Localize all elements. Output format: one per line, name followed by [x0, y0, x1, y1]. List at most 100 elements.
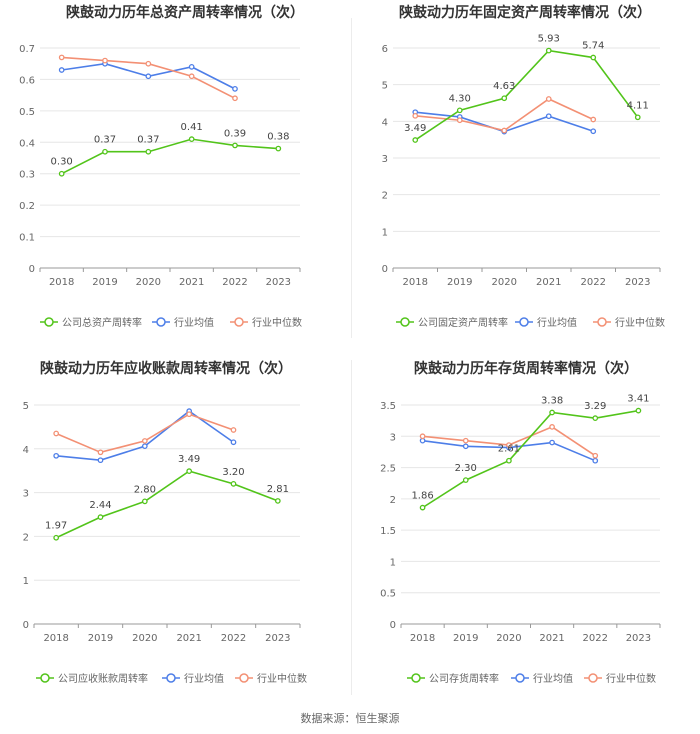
- legend-marker-industry-avg: [515, 673, 525, 683]
- data-label: 3.38: [541, 396, 563, 407]
- data-label: 5.74: [582, 41, 604, 52]
- y-tick-label: 5: [382, 81, 388, 92]
- data-point-industry_median: [188, 73, 195, 80]
- legend-marker-industry-avg: [166, 673, 176, 683]
- y-tick-label: 0.6: [19, 75, 35, 86]
- data-point-industry_median: [545, 96, 552, 102]
- data-label: 3.49: [178, 454, 200, 465]
- data-point-industry_avg: [549, 439, 555, 446]
- x-tick-label: 2018: [403, 277, 428, 288]
- y-tick-label: 0: [29, 264, 35, 275]
- data-label: 3.41: [627, 394, 649, 405]
- data-point-industry_avg: [230, 439, 237, 446]
- series-line-company: [414, 49, 639, 141]
- chart-panel-2: 陕鼓动力历年固定资产周转率情况（次） 0 1 2 3 4 5 6 2018 2019 2020 202…: [382, 4, 665, 329]
- data-point-company: [412, 137, 419, 143]
- data-label: 0.37: [137, 135, 159, 146]
- data-point-company: [232, 142, 238, 149]
- data-point-industry_median: [590, 116, 597, 123]
- legend-marker-industry-median: [239, 673, 249, 683]
- legend-label-industry-median: 行业中位数: [257, 672, 307, 685]
- y-tick-label: 0.3: [19, 170, 35, 181]
- x-tick-label: 2020: [136, 277, 161, 288]
- y-tick-label: 3: [382, 154, 388, 165]
- chart-panel-1: 陕鼓动力历年总资产周转率情况（次） 0 0.1 0.2 0.3 0.4 0.5 0.6 0.7 2…: [19, 4, 304, 329]
- data-point-company: [634, 114, 641, 121]
- data-point-industry_median: [97, 449, 104, 456]
- legend-marker-company: [400, 317, 410, 327]
- legend-label-industry-median: 行业中位数: [252, 316, 302, 329]
- data-point-industry_median: [230, 427, 237, 433]
- data-label: 4.30: [449, 93, 471, 104]
- data-point-company: [456, 107, 463, 114]
- data-point-industry_median: [145, 60, 152, 67]
- data-point-industry_avg: [545, 113, 552, 120]
- vertical-divider-top: [351, 18, 352, 338]
- x-tick-label: 2022: [222, 277, 247, 288]
- data-label: 2.44: [89, 500, 111, 511]
- x-tick-label: 2023: [265, 633, 290, 644]
- legend-marker-company: [44, 317, 54, 327]
- data-point-company: [501, 95, 508, 102]
- data-point-company: [102, 148, 108, 155]
- data-label: 0.30: [51, 157, 73, 168]
- x-tick-label: 2021: [179, 277, 204, 288]
- data-label: 0.38: [267, 132, 289, 143]
- y-tick-label: 0: [23, 620, 29, 631]
- data-point-industry_avg: [232, 86, 238, 92]
- x-tick-label: 2020: [492, 277, 517, 288]
- y-tick-label: 2: [390, 495, 396, 506]
- x-tick-label: 2020: [496, 633, 521, 644]
- data-source-footer: 数据来源：恒生聚源: [300, 712, 400, 725]
- legend-label-industry-median: 行业中位数: [615, 316, 665, 329]
- x-tick-label: 2020: [132, 633, 157, 644]
- data-point-industry_avg: [145, 73, 152, 80]
- data-point-company: [462, 477, 469, 483]
- chart-title: 陕鼓动力历年应收账款周转率情况（次）: [40, 360, 292, 377]
- data-label: 2.81: [267, 484, 289, 495]
- data-point-industry_median: [412, 112, 419, 119]
- legend-label-industry-avg: 行业均值: [537, 316, 577, 329]
- series-line-company: [422, 409, 639, 509]
- data-point-company: [592, 415, 599, 421]
- data-point-industry_avg: [462, 443, 469, 450]
- data-point-industry_avg: [97, 457, 104, 464]
- data-point-industry_median: [592, 452, 599, 459]
- chart-panel-3: 陕鼓动力历年应收账款周转率情况（次） 0 1 2 3 4 5 2018 2019 2020 2021…: [23, 360, 307, 685]
- data-label: 3.49: [404, 123, 426, 134]
- x-tick-label: 2019: [447, 277, 472, 288]
- y-tick-label: 2: [382, 191, 388, 202]
- data-point-company: [188, 136, 195, 142]
- vertical-divider-bottom: [351, 360, 352, 695]
- y-tick-label: 3: [390, 432, 396, 443]
- data-point-company: [275, 145, 282, 152]
- x-tick-label: 2023: [625, 277, 650, 288]
- data-point-industry_median: [456, 117, 463, 124]
- y-tick-label: 1: [23, 576, 29, 587]
- data-label: 4.11: [627, 100, 649, 111]
- y-tick-label: 4: [382, 117, 388, 128]
- data-point-industry_median: [141, 438, 148, 444]
- y-tick-label: 0.2: [19, 201, 35, 212]
- data-point-company: [549, 409, 555, 416]
- data-point-industry_avg: [53, 452, 60, 459]
- legend-label-industry-avg: 行业均值: [184, 672, 224, 685]
- legend-marker-company: [411, 673, 421, 683]
- x-tick-label: 2019: [453, 633, 478, 644]
- x-tick-label: 2023: [626, 633, 651, 644]
- data-point-industry_avg: [141, 443, 148, 450]
- x-tick-label: 2022: [583, 633, 608, 644]
- chart-panel-4: 陕鼓动力历年存货周转率情况（次） 0 0.5 1 1.5 2 2.5 3 3.5 2018 2019…: [380, 360, 661, 685]
- data-point-industry_avg: [58, 67, 65, 73]
- data-point-industry_median: [232, 95, 238, 102]
- y-tick-label: 4: [23, 445, 29, 456]
- legend-label-company: 公司存货周转率: [429, 672, 499, 685]
- x-tick-label: 2018: [410, 633, 435, 644]
- x-tick-label: 2022: [581, 277, 606, 288]
- series-line-industry_avg: [56, 410, 234, 462]
- y-tick-label: 2.5: [380, 464, 396, 475]
- data-point-industry_median: [501, 127, 508, 134]
- data-label: 3.20: [222, 467, 244, 478]
- data-point-company: [419, 504, 426, 511]
